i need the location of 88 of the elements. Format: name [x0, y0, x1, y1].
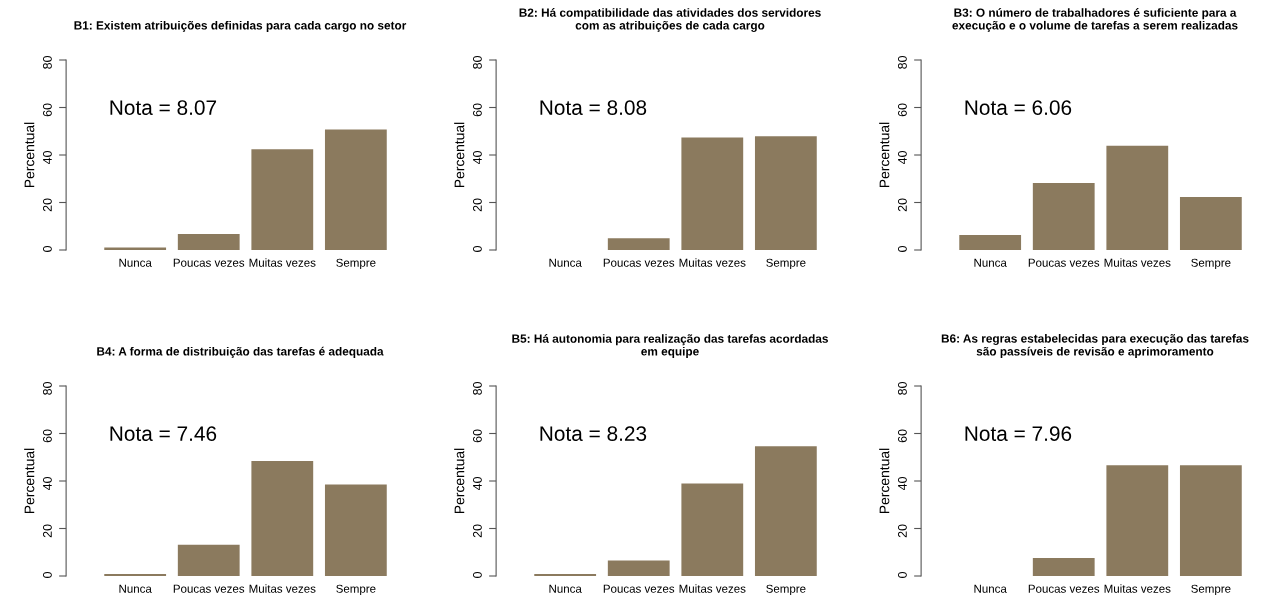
x-tick-label: Nunca: [974, 258, 1007, 267]
y-tick-label: 80: [42, 381, 52, 395]
y-tick-label: 40: [472, 150, 482, 165]
x-tick-label: Sempre: [766, 258, 806, 270]
y-tick-label: 80: [897, 381, 907, 395]
x-tick-label: Poucas vezes: [1028, 584, 1100, 593]
y-tick-label: 20: [42, 524, 52, 538]
y-tick-label: 0: [42, 245, 52, 252]
x-tick-label: Poucas vezes: [603, 584, 675, 593]
chart-title: B6: As regras estabelecidas para execução das tarefas são passíveis de revisão e aprimoramento: [941, 334, 1249, 358]
y-axis-title: Percentual: [879, 122, 890, 188]
chart-title: B2: Há compatibilidade das atividades dos servidores com as atribuições de cada cargo: [519, 8, 821, 32]
x-tick-label: Sempre: [1191, 584, 1231, 596]
y-tick-label: 40: [42, 476, 52, 491]
y-tick-label: 60: [42, 103, 52, 117]
x-tick-label: Muitas vezes: [1104, 258, 1171, 267]
y-tick-label: 40: [472, 476, 482, 491]
bar: [607, 560, 670, 576]
chart-title: B5: Há autonomia para realização das tarefas acordadas em equipe: [512, 334, 828, 358]
x-tick-label: Nunca: [119, 258, 152, 267]
y-tick-label: 20: [472, 198, 482, 212]
x-tick-label: Nunca: [974, 584, 1007, 593]
y-tick-label: 0: [42, 571, 52, 578]
annotation: Nota = 8.23: [540, 426, 647, 441]
y-tick-label: 0: [472, 245, 482, 252]
x-tick-label: Poucas vezes: [173, 584, 245, 593]
bar: [1032, 183, 1095, 250]
y-axis-title: Percentual: [24, 122, 35, 188]
bar: [1179, 197, 1242, 250]
y-tick-label: 60: [472, 103, 482, 117]
x-tick-label: Poucas vezes: [173, 258, 245, 267]
annotation: Nota = 8.08: [540, 100, 647, 115]
y-tick-label: 0: [897, 245, 907, 252]
y-tick-label: 40: [897, 476, 907, 491]
y-tick-label: 80: [42, 55, 52, 69]
y-tick-label: 0: [472, 571, 482, 578]
y-axis-title: Percentual: [454, 122, 465, 188]
x-tick-label: Muitas vezes: [1104, 584, 1171, 593]
bar: [754, 136, 817, 250]
bar: [177, 544, 240, 576]
bar: [607, 238, 670, 250]
bar: [681, 483, 744, 576]
annotation: Nota = 8.07: [110, 100, 217, 115]
bar: [251, 461, 314, 576]
y-tick-label: 20: [42, 198, 52, 212]
y-tick-label: 60: [472, 429, 482, 443]
y-tick-label: 0: [897, 571, 907, 578]
chart-title: B1: Existem atribuições definidas para cada cargo no setor: [74, 20, 407, 32]
x-tick-label: Muitas vezes: [679, 584, 746, 593]
x-tick-label: Poucas vezes: [603, 258, 675, 267]
x-tick-label: Sempre: [336, 584, 376, 596]
x-tick-label: Muitas vezes: [679, 258, 746, 267]
y-axis-title: Percentual: [454, 448, 465, 514]
chart-title: B3: O número de trabalhadores é suficiente para a execução e o volume de tarefas a serem realizadas: [952, 8, 1238, 32]
bar: [1106, 145, 1169, 250]
y-axis-title: Percentual: [24, 448, 35, 514]
y-tick-label: 20: [472, 524, 482, 538]
y-tick-label: 60: [897, 103, 907, 117]
y-axis-title: Percentual: [879, 448, 890, 514]
annotation: Nota = 7.46: [110, 426, 217, 441]
x-tick-label: Muitas vezes: [249, 258, 316, 267]
x-tick-label: Sempre: [766, 584, 806, 596]
y-tick-label: 20: [897, 524, 907, 538]
bar: [251, 149, 314, 250]
x-tick-label: Sempre: [336, 258, 376, 270]
annotation: Nota = 7.96: [965, 426, 1072, 441]
bar: [681, 137, 744, 250]
y-tick-label: 20: [897, 198, 907, 212]
bar: [324, 129, 387, 250]
chart-title: B4: A forma de distribuição das tarefas é adequada: [97, 346, 384, 358]
x-tick-label: Muitas vezes: [249, 584, 316, 593]
x-tick-label: Nunca: [549, 584, 582, 593]
bar: [754, 446, 817, 576]
y-tick-label: 40: [42, 150, 52, 165]
y-tick-label: 40: [897, 150, 907, 165]
x-tick-label: Nunca: [119, 584, 152, 593]
annotation: Nota = 6.06: [965, 100, 1072, 115]
y-tick-label: 80: [897, 55, 907, 69]
bar: [959, 235, 1022, 250]
y-tick-label: 80: [472, 381, 482, 395]
y-tick-label: 80: [472, 55, 482, 69]
y-tick-label: 60: [42, 429, 52, 443]
bar: [324, 484, 387, 576]
x-tick-label: Sempre: [1191, 258, 1231, 270]
x-tick-label: Nunca: [549, 258, 582, 267]
x-tick-label: Poucas vezes: [1028, 258, 1100, 267]
bar: [177, 234, 240, 250]
y-tick-label: 60: [897, 429, 907, 443]
